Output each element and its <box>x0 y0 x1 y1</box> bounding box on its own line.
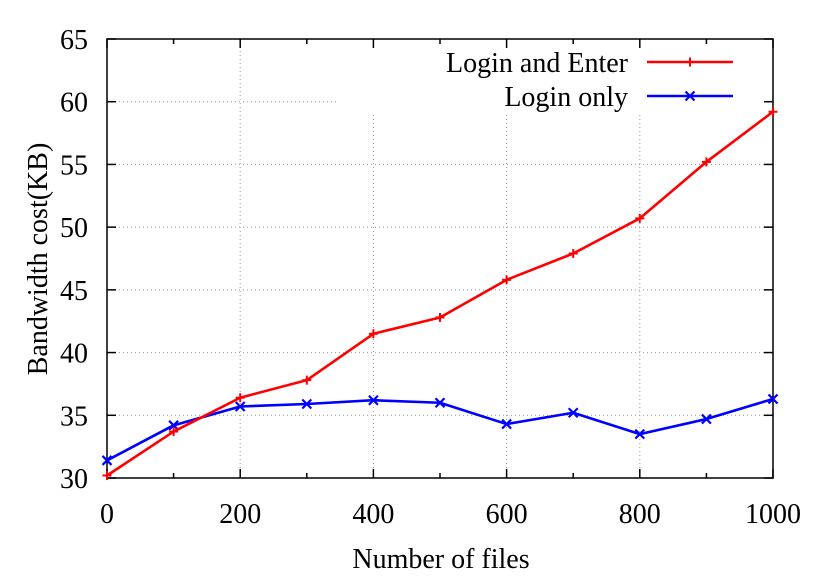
y-tick-label: 45 <box>60 276 88 307</box>
y-axis-label: Bandwidth cost(KB) <box>23 143 54 376</box>
x-axis-label: Number of files <box>352 544 529 575</box>
legend-background <box>338 40 772 115</box>
legend-box <box>338 40 772 115</box>
cross-marker <box>684 90 696 102</box>
cross-marker <box>101 455 113 466</box>
y-tick-label: 40 <box>60 339 88 370</box>
series-line-login-and-enter <box>106 110 774 477</box>
cross-marker <box>301 398 313 410</box>
cross-marker <box>501 418 512 430</box>
x-tick-label: 0 <box>100 499 114 530</box>
y-tick-label: 30 <box>60 464 88 495</box>
y-tick-label: 65 <box>60 25 88 56</box>
x-tick-label: 1000 <box>745 499 801 530</box>
cross-marker <box>767 393 779 405</box>
plus-marker <box>768 107 778 117</box>
y-tick-label: 50 <box>60 213 88 244</box>
series <box>101 107 779 480</box>
axis-ticks <box>106 38 774 479</box>
cross-marker <box>634 428 646 440</box>
cross-marker <box>168 420 179 431</box>
legend-label: Login only <box>504 82 628 113</box>
plus-marker <box>368 329 378 339</box>
x-tick-label: 800 <box>619 499 661 530</box>
legend-label: Login and Enter <box>446 48 629 79</box>
plus-marker <box>169 427 179 437</box>
plus-marker <box>568 248 578 258</box>
cross-marker <box>434 397 446 409</box>
plus-marker <box>685 57 695 67</box>
y-tick-label: 60 <box>60 88 88 119</box>
cross-marker <box>234 401 246 412</box>
plus-marker <box>435 312 445 322</box>
plus-marker <box>302 375 312 385</box>
plus-marker <box>635 213 645 223</box>
cross-marker <box>368 394 379 406</box>
x-tick-label: 400 <box>352 499 394 530</box>
tick-labels: 0 200 400 600 800 1000 30 35 40 45 50 55 60 65 <box>60 25 801 530</box>
plus-marker <box>102 470 112 480</box>
series-line-login-only <box>106 397 774 462</box>
plus-marker <box>235 393 245 403</box>
x-tick-label: 200 <box>219 499 261 530</box>
plus-marker <box>502 275 512 285</box>
cross-marker <box>701 413 712 425</box>
x-tick-label: 600 <box>486 499 528 530</box>
y-tick-label: 55 <box>60 150 88 181</box>
cross-marker <box>567 407 579 419</box>
y-tick-label: 35 <box>60 401 88 432</box>
plus-marker <box>701 157 711 167</box>
